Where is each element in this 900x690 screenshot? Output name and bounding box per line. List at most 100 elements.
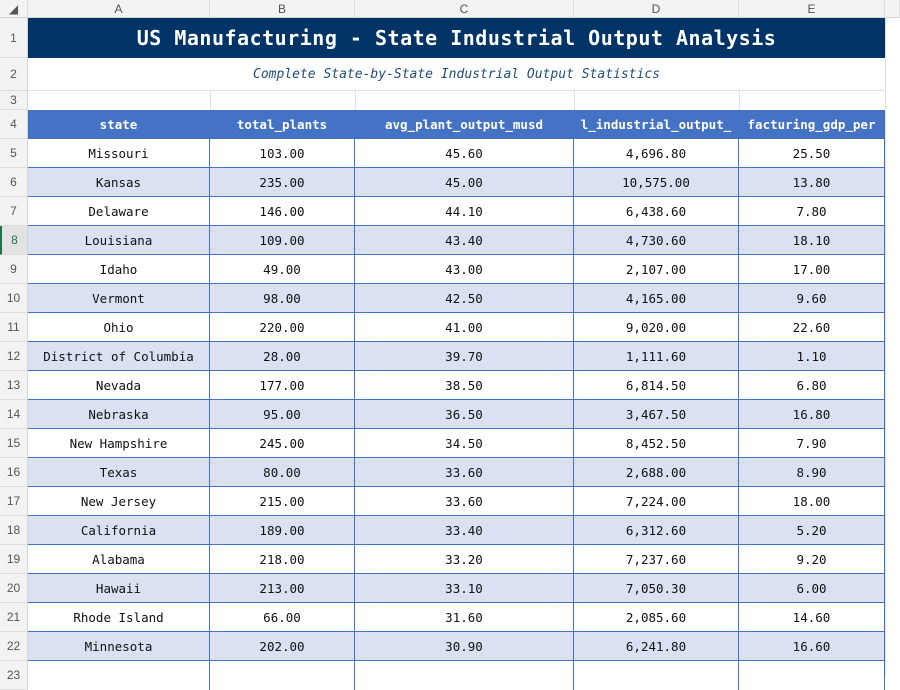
state-cell[interactable]: Nevada [28,371,210,400]
column-header-extra[interactable] [885,0,900,18]
data-cell[interactable]: 6,438.60 [574,197,739,226]
data-cell[interactable]: 7,224.00 [574,487,739,516]
data-cell[interactable]: 6,241.80 [574,632,739,661]
data-cell[interactable]: 245.00 [210,429,355,458]
data-cell[interactable]: 30.90 [355,632,574,661]
data-cell[interactable]: 66.00 [210,603,355,632]
row-header-16[interactable]: 16 [0,458,28,487]
state-cell[interactable]: Hawaii [28,574,210,603]
state-cell[interactable]: Kansas [28,168,210,197]
data-cell[interactable]: 5.20 [739,516,885,545]
data-cell[interactable]: 41.00 [355,313,574,342]
data-cell[interactable]: 4,165.00 [574,284,739,313]
data-cell-partial[interactable] [574,661,739,690]
row-header-18[interactable]: 18 [0,516,28,545]
data-cell[interactable]: 10,575.00 [574,168,739,197]
data-cell[interactable]: 34.50 [355,429,574,458]
state-cell[interactable]: California [28,516,210,545]
data-cell-partial[interactable] [739,661,885,690]
select-all-corner[interactable]: ◢ [0,0,28,18]
state-cell[interactable]: District of Columbia [28,342,210,371]
row-header-10[interactable]: 10 [0,284,28,313]
data-cell[interactable]: 7.90 [739,429,885,458]
data-cell[interactable]: 22.60 [739,313,885,342]
state-cell[interactable]: Delaware [28,197,210,226]
data-cell[interactable]: 80.00 [210,458,355,487]
data-cell[interactable]: 9,020.00 [574,313,739,342]
row-header-13[interactable]: 13 [0,371,28,400]
state-cell[interactable]: Missouri [28,139,210,168]
data-cell[interactable]: 18.00 [739,487,885,516]
data-cell[interactable]: 18.10 [739,226,885,255]
data-cell[interactable]: 43.00 [355,255,574,284]
data-cell[interactable]: 6,312.60 [574,516,739,545]
data-cell[interactable]: 202.00 [210,632,355,661]
data-cell[interactable]: 1,111.60 [574,342,739,371]
row-header-11[interactable]: 11 [0,313,28,342]
row-header-20[interactable]: 20 [0,574,28,603]
column-title-3[interactable]: l_industrial_output_ [574,110,739,139]
row-header-21[interactable]: 21 [0,603,28,632]
row-header-17[interactable]: 17 [0,487,28,516]
data-cell[interactable]: 9.60 [739,284,885,313]
column-title-1[interactable]: total_plants [210,110,355,139]
data-cell[interactable]: 2,107.00 [574,255,739,284]
data-cell[interactable]: 9.20 [739,545,885,574]
data-cell[interactable]: 33.60 [355,487,574,516]
data-cell-partial[interactable] [210,661,355,690]
row-header-23[interactable]: 23 [0,661,28,690]
data-cell[interactable]: 177.00 [210,371,355,400]
data-cell[interactable]: 235.00 [210,168,355,197]
data-cell[interactable]: 25.50 [739,139,885,168]
data-cell[interactable]: 6,814.50 [574,371,739,400]
data-cell[interactable]: 38.50 [355,371,574,400]
data-cell[interactable]: 146.00 [210,197,355,226]
state-cell[interactable]: Rhode Island [28,603,210,632]
data-cell[interactable]: 95.00 [210,400,355,429]
row-header-3[interactable]: 3 [0,91,28,110]
data-cell[interactable]: 3,467.50 [574,400,739,429]
row-header-19[interactable]: 19 [0,545,28,574]
row-header-15[interactable]: 15 [0,429,28,458]
data-cell[interactable]: 7,050.30 [574,574,739,603]
row-header-1[interactable]: 1 [0,18,28,58]
data-cell[interactable]: 215.00 [210,487,355,516]
data-cell[interactable]: 49.00 [210,255,355,284]
column-title-0[interactable]: state [28,110,210,139]
row-header-5[interactable]: 5 [0,139,28,168]
row-header-14[interactable]: 14 [0,400,28,429]
row-header-4[interactable]: 4 [0,110,28,139]
data-cell[interactable]: 33.10 [355,574,574,603]
data-cell[interactable]: 17.00 [739,255,885,284]
data-cell[interactable]: 218.00 [210,545,355,574]
state-cell[interactable]: Ohio [28,313,210,342]
row-header-9[interactable]: 9 [0,255,28,284]
data-cell-partial[interactable] [28,661,210,690]
data-cell[interactable]: 213.00 [210,574,355,603]
data-cell[interactable]: 8.90 [739,458,885,487]
column-header-D[interactable]: D [574,0,739,18]
data-cell[interactable]: 4,696.80 [574,139,739,168]
row-header-2[interactable]: 2 [0,58,28,91]
state-cell[interactable]: Texas [28,458,210,487]
data-cell[interactable]: 45.00 [355,168,574,197]
state-cell[interactable]: Idaho [28,255,210,284]
data-cell[interactable]: 220.00 [210,313,355,342]
column-title-2[interactable]: avg_plant_output_musd [355,110,574,139]
state-cell[interactable]: New Hampshire [28,429,210,458]
column-header-A[interactable]: A [28,0,210,18]
row-header-12[interactable]: 12 [0,342,28,371]
data-cell[interactable]: 109.00 [210,226,355,255]
column-header-B[interactable]: B [210,0,355,18]
data-cell[interactable]: 33.20 [355,545,574,574]
data-cell[interactable]: 36.50 [355,400,574,429]
state-cell[interactable]: Vermont [28,284,210,313]
data-cell[interactable]: 7,237.60 [574,545,739,574]
column-header-C[interactable]: C [355,0,574,18]
data-cell[interactable]: 7.80 [739,197,885,226]
data-cell[interactable]: 45.60 [355,139,574,168]
data-cell[interactable]: 44.10 [355,197,574,226]
data-cell[interactable]: 28.00 [210,342,355,371]
row-header-22[interactable]: 22 [0,632,28,661]
data-cell[interactable]: 14.60 [739,603,885,632]
